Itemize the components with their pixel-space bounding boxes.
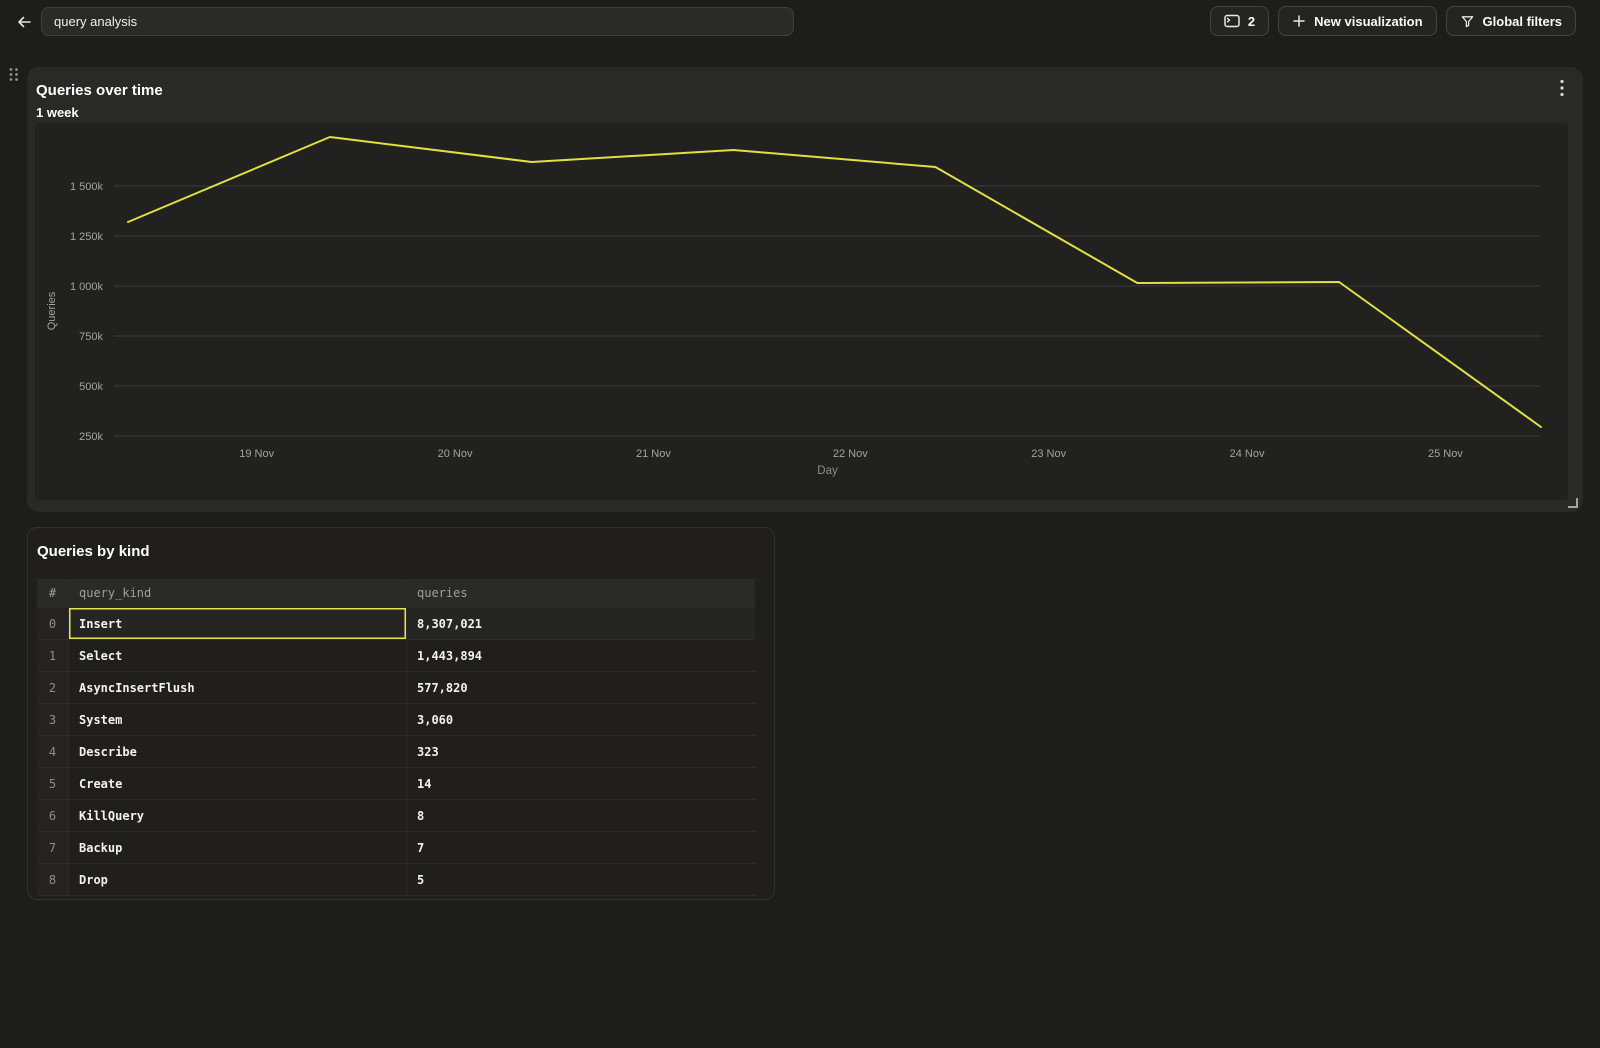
- query-tabs-count-button[interactable]: 2: [1209, 6, 1270, 36]
- query-kind-cell[interactable]: System: [68, 704, 406, 735]
- chart-panel-subtitle: 1 week: [36, 105, 79, 120]
- query-kind-cell[interactable]: AsyncInsertFlush: [68, 672, 406, 703]
- queries-by-kind-panel: Queries by kind # query_kind queries 0 In…: [27, 527, 775, 900]
- svg-text:21 Nov: 21 Nov: [636, 448, 671, 460]
- svg-text:500k: 500k: [79, 381, 103, 393]
- queries-value-cell[interactable]: 577,820: [406, 672, 755, 703]
- table-row: 5 Create 14: [37, 767, 755, 799]
- queries-value-cell[interactable]: 7: [406, 832, 755, 863]
- svg-text:1 250k: 1 250k: [70, 231, 104, 243]
- table-row: 3 System 3,060: [37, 703, 755, 735]
- row-index-cell: 1: [37, 640, 68, 671]
- six-dots-grid-icon: [7, 66, 21, 83]
- svg-text:1 500k: 1 500k: [70, 181, 104, 193]
- queries-line-chart[interactable]: 1 500k 1 250k 1 000k 750k 500k 250k Queries 19 …: [35, 123, 1568, 500]
- query-tabs-count-label: 2: [1247, 13, 1256, 29]
- row-index-cell: 2: [37, 672, 68, 703]
- table-row: 0 Insert 8,307,021: [37, 607, 755, 639]
- svg-text:24 Nov: 24 Nov: [1230, 448, 1265, 460]
- chart-panel-title: Queries over time: [36, 82, 163, 99]
- query-kind-cell[interactable]: Describe: [68, 736, 406, 767]
- chart-panel-menu-button[interactable]: [1555, 79, 1569, 97]
- svg-text:Day: Day: [817, 465, 838, 477]
- table-row: 6 KillQuery 8: [37, 799, 755, 831]
- back-button[interactable]: [12, 10, 36, 34]
- query-kind-cell[interactable]: Backup: [68, 832, 406, 863]
- queries-value-cell[interactable]: 8: [406, 800, 755, 831]
- new-visualization-button[interactable]: New visualization: [1278, 6, 1437, 36]
- queries-value-cell[interactable]: 8,307,021: [406, 608, 755, 639]
- table-row: 2 AsyncInsertFlush 577,820: [37, 671, 755, 703]
- query-kind-cell[interactable]: KillQuery: [68, 800, 406, 831]
- svg-text:23 Nov: 23 Nov: [1031, 448, 1066, 460]
- global-filters-label: Global filters: [1482, 13, 1562, 29]
- table-row: 4 Describe 323: [37, 735, 755, 767]
- funnel-icon: [1460, 14, 1475, 29]
- header-cell-queries: queries: [406, 579, 755, 607]
- console-window-icon: [1224, 14, 1240, 28]
- svg-text:1 000k: 1 000k: [70, 281, 104, 293]
- header-cell-query-kind: query_kind: [68, 579, 406, 607]
- row-index-cell: 4: [37, 736, 68, 767]
- arrow-left-icon: [15, 13, 33, 31]
- svg-text:250k: 250k: [79, 431, 103, 443]
- row-index-cell: 5: [37, 768, 68, 799]
- panel-resize-handle[interactable]: [1568, 498, 1578, 508]
- top-bar: 2 New visualization Global filters: [0, 0, 1600, 43]
- topbar-actions: 2 New visualization Global filters: [1209, 6, 1576, 36]
- table-panel-title: Queries by kind: [37, 543, 150, 560]
- table-row: 1 Select 1,443,894: [37, 639, 755, 671]
- svg-text:750k: 750k: [79, 331, 103, 343]
- row-index-cell: 7: [37, 832, 68, 863]
- table-row: 8 Drop 5: [37, 863, 755, 896]
- query-kind-cell[interactable]: Create: [68, 768, 406, 799]
- row-index-cell: 3: [37, 704, 68, 735]
- row-index-cell: 6: [37, 800, 68, 831]
- query-kind-cell[interactable]: Drop: [68, 864, 406, 895]
- row-index-cell: 8: [37, 864, 68, 895]
- svg-text:20 Nov: 20 Nov: [438, 448, 473, 460]
- vertical-ellipsis-icon: [1560, 79, 1564, 97]
- queries-value-cell[interactable]: 5: [406, 864, 755, 895]
- dashboard-title-input[interactable]: [41, 7, 794, 36]
- plus-icon: [1292, 14, 1306, 28]
- query-kind-cell[interactable]: Select: [68, 640, 406, 671]
- queries-value-cell[interactable]: 323: [406, 736, 755, 767]
- global-filters-button[interactable]: Global filters: [1445, 6, 1576, 36]
- queries-by-kind-table: # query_kind queries 0 Insert 8,307,021 1 Se…: [37, 579, 755, 896]
- svg-text:25 Nov: 25 Nov: [1428, 448, 1463, 460]
- row-index-cell: 0: [37, 608, 68, 639]
- table-body: 0 Insert 8,307,021 1 Select 1,443,894 2 AsyncIn…: [37, 607, 755, 896]
- queries-value-cell[interactable]: 14: [406, 768, 755, 799]
- new-visualization-label: New visualization: [1314, 13, 1423, 29]
- header-cell-index: #: [48, 586, 57, 600]
- query-kind-cell-selected[interactable]: Insert: [68, 608, 406, 639]
- svg-text:22 Nov: 22 Nov: [833, 448, 868, 460]
- queries-over-time-panel: Queries over time 1 week 1 500k 1 250k 1 0…: [27, 67, 1583, 512]
- chart-canvas: 1 500k 1 250k 1 000k 750k 500k 250k Queries 19 …: [35, 123, 1568, 500]
- table-header-row: # query_kind queries: [37, 579, 755, 607]
- table-row: 7 Backup 7: [37, 831, 755, 863]
- svg-text:19 Nov: 19 Nov: [239, 448, 274, 460]
- svg-text:Queries: Queries: [46, 291, 58, 330]
- panel-drag-handle[interactable]: [7, 66, 21, 84]
- queries-value-cell[interactable]: 3,060: [406, 704, 755, 735]
- queries-value-cell[interactable]: 1,443,894: [406, 640, 755, 671]
